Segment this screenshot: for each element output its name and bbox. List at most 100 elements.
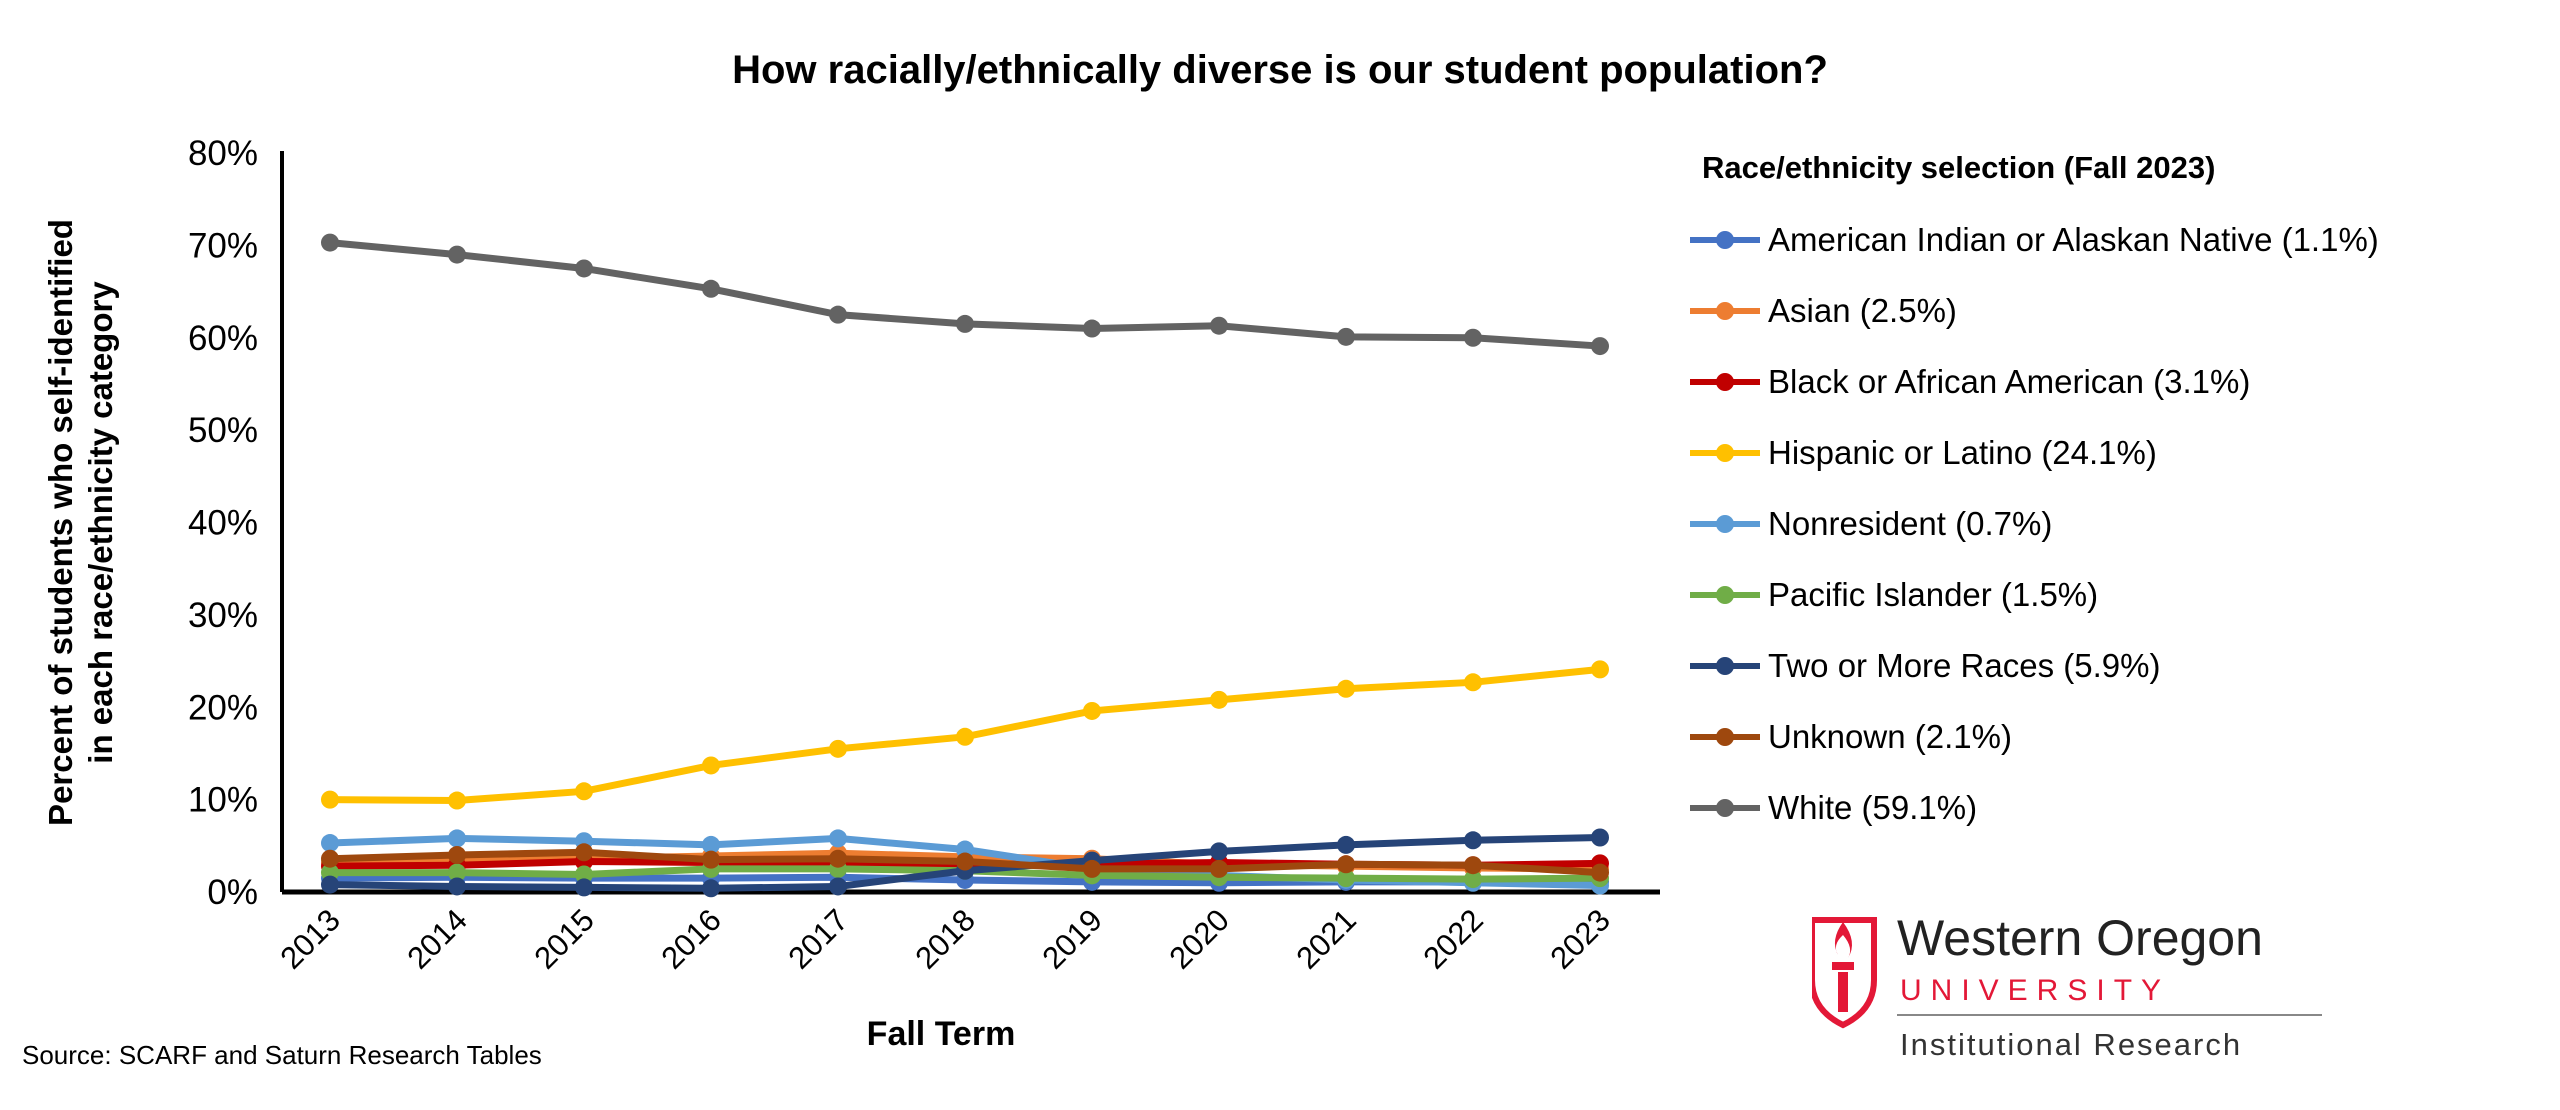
data-point (448, 245, 466, 264)
legend-swatch (1690, 220, 1760, 260)
legend-item: Pacific Islander (1.5%) (1690, 559, 2379, 630)
data-point (321, 875, 339, 894)
x-tick-label: 2019 (1035, 902, 1109, 976)
data-point (448, 863, 466, 882)
data-point (448, 877, 466, 896)
data-point (1591, 660, 1609, 679)
legend-title: Race/ethnicity selection (Fall 2023) (1702, 150, 2216, 185)
data-point (321, 849, 339, 868)
data-point (575, 865, 593, 884)
data-point (1210, 690, 1228, 709)
x-tick-label: 2023 (1543, 902, 1617, 976)
source-note: Source: SCARF and Saturn Research Tables (22, 1040, 542, 1070)
legend-swatch (1690, 646, 1760, 686)
data-point (1210, 859, 1228, 878)
legend-item: Two or More Races (5.9%) (1690, 630, 2379, 701)
y-axis-label: in each race/ethnicity category (82, 281, 119, 764)
y-tick-label: 50% (188, 411, 258, 450)
x-tick-label: 2018 (908, 902, 982, 976)
data-point (829, 877, 847, 896)
data-point (702, 756, 720, 775)
data-point (1083, 319, 1101, 338)
legend-item: White (59.1%) (1690, 772, 2379, 843)
data-point (1337, 855, 1355, 874)
legend-swatch (1690, 788, 1760, 828)
data-point (1464, 831, 1482, 850)
x-tick-label: 2013 (273, 902, 347, 976)
data-point (829, 829, 847, 848)
y-tick-label: 80% (188, 134, 258, 173)
data-point (575, 878, 593, 897)
data-point (956, 727, 974, 746)
legend-swatch (1690, 362, 1760, 402)
series-3 (321, 660, 1609, 810)
data-point (829, 739, 847, 758)
legend-label: Black or African American (3.1%) (1768, 362, 2251, 400)
data-point (702, 835, 720, 854)
data-point (575, 259, 593, 278)
y-tick-label: 10% (188, 781, 258, 820)
legend-item: American Indian or Alaskan Native (1.1%) (1690, 204, 2379, 275)
data-point (321, 233, 339, 252)
data-point (575, 782, 593, 801)
legend-swatch (1690, 575, 1760, 615)
legend-label: Two or More Races (5.9%) (1768, 646, 2161, 684)
series-6 (321, 828, 1609, 898)
wou-logo: Western Oregon UNIVERSITY Institutional … (1812, 910, 2322, 1062)
data-point (1337, 679, 1355, 698)
data-point (1464, 328, 1482, 347)
data-point (1591, 828, 1609, 847)
legend-swatch (1690, 433, 1760, 473)
y-tick-label: 40% (188, 504, 258, 543)
legend-label: Asian (2.5%) (1768, 291, 1957, 329)
data-point (448, 846, 466, 865)
x-tick-label: 2015 (527, 902, 601, 976)
data-point (575, 843, 593, 862)
legend-item: Hispanic or Latino (24.1%) (1690, 417, 2379, 488)
legend-swatch (1690, 291, 1760, 331)
data-point (956, 314, 974, 333)
torch-icon (1812, 917, 1877, 1029)
legend: Race/ethnicity selection (Fall 2023) Ame… (1690, 150, 2379, 843)
data-point (829, 305, 847, 324)
x-tick-label: 2021 (1289, 902, 1363, 976)
logo-line2: UNIVERSITY (1900, 974, 2170, 1007)
legend-item: Nonresident (0.7%) (1690, 488, 2379, 559)
x-tick-label: 2014 (400, 902, 474, 976)
data-point (702, 279, 720, 298)
x-tick-label: 2017 (781, 902, 855, 976)
data-point (321, 790, 339, 809)
legend-label: American Indian or Alaskan Native (1.1%) (1768, 220, 2379, 258)
legend-item: Unknown (2.1%) (1690, 701, 2379, 772)
data-point (829, 849, 847, 868)
data-point (702, 879, 720, 898)
data-point (1464, 870, 1482, 889)
logo-line1: Western Oregon (1897, 910, 2263, 966)
legend-label: White (59.1%) (1768, 788, 1978, 826)
y-tick-label: 0% (207, 873, 258, 912)
legend-label: Hispanic or Latino (24.1%) (1768, 433, 2157, 471)
chart-title: How racially/ethnically diverse is our s… (732, 48, 1828, 92)
data-point (1591, 863, 1609, 882)
data-point (956, 852, 974, 871)
x-tick-label: 2016 (654, 902, 728, 976)
data-point (1083, 701, 1101, 720)
series-7 (321, 843, 1609, 882)
data-point (1464, 856, 1482, 875)
y-tick-label: 70% (188, 226, 258, 265)
data-point (1337, 869, 1355, 888)
logo-line3: Institutional Research (1900, 1027, 2242, 1062)
data-point (1337, 327, 1355, 346)
legend-label: Pacific Islander (1.5%) (1768, 575, 2099, 613)
legend-label: Unknown (2.1%) (1768, 717, 2012, 755)
data-point (1083, 859, 1101, 878)
data-point (448, 829, 466, 848)
legend-item: Asian (2.5%) (1690, 275, 2379, 346)
data-point (1337, 835, 1355, 854)
legend-item: Black or African American (3.1%) (1690, 346, 2379, 417)
data-point (1591, 337, 1609, 356)
legend-swatch (1690, 717, 1760, 757)
x-tick-label: 2020 (1162, 902, 1236, 976)
